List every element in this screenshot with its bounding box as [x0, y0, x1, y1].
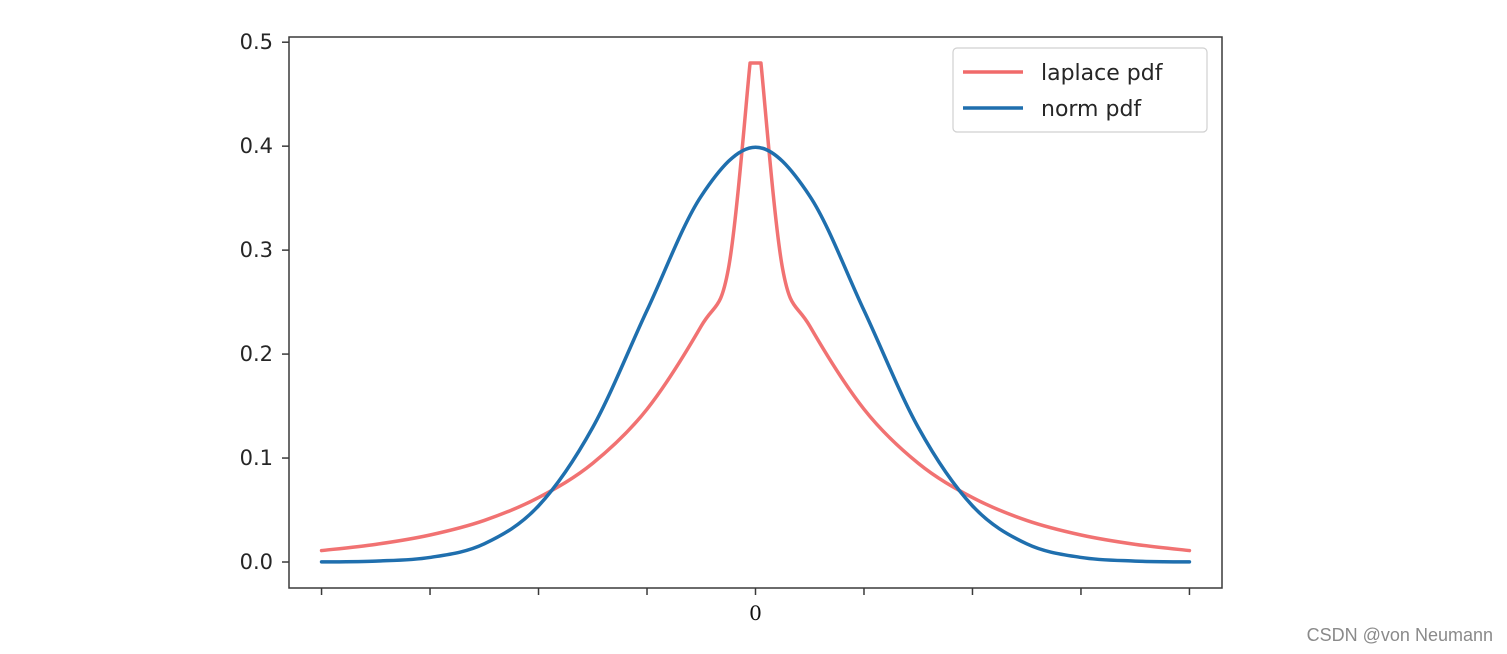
y-tick-label: 0.5 [240, 30, 273, 54]
x-axis: 0 [320, 588, 1191, 625]
series-line-norm [319, 145, 1192, 564]
y-tick-label: 0.0 [240, 550, 273, 574]
legend: laplace pdf norm pdf [952, 47, 1208, 133]
x-tick-label: 0 [749, 601, 762, 625]
legend-label: laplace pdf [1041, 61, 1164, 86]
y-tick-label: 0.3 [240, 238, 273, 262]
watermark: CSDN @von Neumann [1306, 625, 1493, 645]
legend-box [952, 47, 1208, 133]
y-tick-label: 0.1 [240, 446, 273, 470]
y-axis: 0.0 0.1 0.2 0.3 0.4 0.5 [240, 30, 289, 574]
legend-label: norm pdf [1041, 97, 1142, 122]
y-tick-label: 0.2 [240, 342, 273, 366]
plot-area [319, 61, 1192, 564]
series-line-laplace [319, 61, 1192, 553]
y-tick-label: 0.4 [240, 134, 273, 158]
